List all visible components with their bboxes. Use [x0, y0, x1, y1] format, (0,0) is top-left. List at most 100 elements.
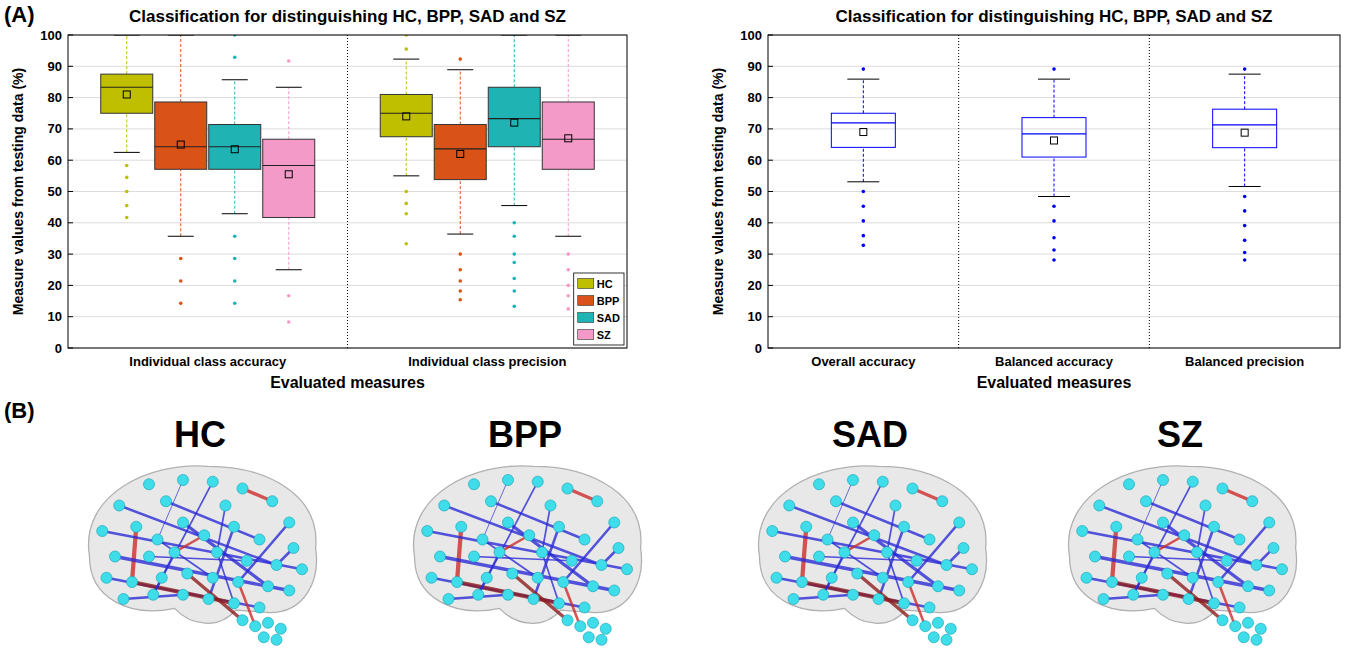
whisker-cap-high — [276, 87, 302, 88]
network-node — [109, 551, 120, 562]
median — [434, 148, 486, 149]
outlier — [233, 301, 237, 305]
network-node — [932, 581, 943, 592]
tick-mark — [768, 285, 773, 286]
network-node — [966, 564, 977, 575]
whisker-cap-low — [276, 269, 302, 270]
network-node — [813, 479, 824, 490]
network-node — [439, 500, 450, 511]
legend-swatch — [578, 279, 594, 289]
box-body — [831, 113, 895, 147]
outlier — [404, 190, 408, 194]
legend: HCBPPSADSZ — [574, 273, 624, 345]
tick-mark — [768, 160, 773, 161]
tick-mark — [768, 191, 773, 192]
tick-mark — [68, 160, 73, 161]
whisker-cap-low — [393, 175, 419, 176]
outlier — [458, 298, 462, 302]
network-node — [177, 474, 188, 485]
outlier — [566, 268, 570, 272]
tick-mark — [768, 66, 773, 67]
network-node — [468, 551, 479, 562]
network-node — [97, 525, 108, 536]
network-node — [288, 542, 299, 553]
network-node — [532, 572, 543, 583]
outlier — [1052, 204, 1056, 208]
outlier — [404, 202, 408, 206]
tick-mark — [768, 222, 773, 223]
legend-swatch — [578, 330, 594, 340]
network-node — [877, 476, 888, 487]
network-node — [203, 593, 214, 604]
category-label: Overall accuracy — [811, 354, 916, 369]
tick-label: 60 — [48, 153, 62, 168]
network-edge — [217, 552, 234, 603]
network-node — [779, 551, 790, 562]
network-node — [553, 598, 564, 609]
whisker-low — [1054, 157, 1055, 196]
network-edge — [819, 557, 917, 561]
outlier — [458, 268, 462, 272]
network-edge — [149, 557, 247, 561]
network-node — [1217, 615, 1228, 626]
category-label: Balanced precision — [1185, 354, 1304, 369]
network-node — [924, 602, 935, 613]
network-node — [143, 551, 154, 562]
network-node — [502, 474, 513, 485]
figure: (A)(B)0102030405060708090100Individual c… — [0, 0, 1351, 654]
category-label: Balanced accuracy — [995, 354, 1114, 369]
outlier — [862, 234, 866, 238]
outlier — [458, 279, 462, 283]
network-node — [182, 568, 193, 579]
box — [380, 35, 432, 246]
network-node — [1111, 521, 1122, 532]
outlier — [566, 284, 570, 288]
mean-marker — [511, 119, 518, 126]
brain — [1068, 466, 1296, 645]
outlier — [512, 289, 516, 293]
box-body — [209, 125, 261, 170]
network-title: SZ — [1157, 414, 1203, 455]
network-node — [1213, 576, 1224, 587]
whisker-cap-low — [222, 213, 248, 214]
panel-label: (A) — [4, 2, 35, 27]
whisker-high — [1244, 74, 1245, 109]
network-node — [954, 517, 965, 528]
outlier — [1052, 67, 1056, 71]
network-node — [473, 589, 484, 600]
network-node — [169, 547, 180, 558]
network-node — [237, 483, 248, 494]
plot-frame — [68, 35, 627, 348]
outlier — [1243, 195, 1247, 199]
plot-area — [831, 67, 1276, 262]
network-node — [579, 534, 590, 545]
whisker-cap-low — [114, 152, 140, 153]
box-body — [434, 125, 486, 180]
outlier — [233, 257, 237, 261]
category-separator — [1149, 35, 1150, 348]
outlier — [404, 47, 408, 51]
network-node — [784, 500, 795, 511]
whisker-cap-high — [1229, 74, 1261, 75]
tick-label: 40 — [748, 215, 762, 230]
outlier — [233, 55, 237, 59]
network-node — [1187, 476, 1198, 487]
network-node — [254, 534, 265, 545]
network-node — [575, 621, 586, 632]
network-node — [258, 632, 269, 643]
grid-line — [768, 66, 1340, 67]
tick-label: 80 — [748, 90, 762, 105]
network-node — [1094, 500, 1105, 511]
network-node — [528, 593, 539, 604]
network-node — [830, 496, 841, 507]
outlier — [179, 257, 183, 261]
mean-marker — [403, 113, 410, 120]
outlier — [512, 305, 516, 309]
network-node — [241, 555, 252, 566]
legend-swatch — [578, 296, 594, 306]
network-node — [1081, 572, 1092, 583]
network-node — [928, 632, 939, 643]
mean-marker — [285, 171, 292, 178]
network-node — [267, 496, 278, 507]
tick-mark — [68, 254, 73, 255]
